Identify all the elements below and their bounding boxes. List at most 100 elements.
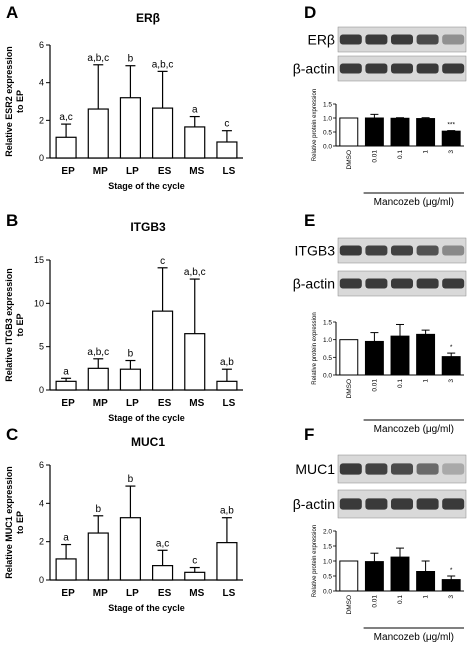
y-tick-label: 1.5 <box>323 102 332 109</box>
y-tick-label: 0 <box>39 575 44 585</box>
bar-MS <box>184 571 206 581</box>
y-tick-label: 1.0 <box>323 116 332 123</box>
x-tick-label-EP: EP <box>61 166 75 177</box>
y-tick-label: 15 <box>34 255 44 265</box>
x-tick-label-0.01: 0.01 <box>371 595 378 608</box>
bar-LP <box>119 97 141 159</box>
y-tick-label: 4 <box>39 78 44 88</box>
panel-title: ITGB3 <box>130 220 166 234</box>
y-axis-label: Relative protein expression <box>312 525 318 597</box>
y-tick-label: 4 <box>39 498 44 508</box>
x-tick-label-1: 1 <box>423 150 430 154</box>
bar-EP <box>55 380 77 391</box>
panel-label: A <box>6 3 18 22</box>
y-axis-label-line: to EP <box>15 511 25 534</box>
x-tick-label-LS: LS <box>223 588 236 599</box>
bar-1 <box>416 118 436 147</box>
western-blot-row-β-actin <box>337 270 467 297</box>
bar-EP <box>55 558 77 581</box>
bar-LP <box>119 368 141 391</box>
y-tick-label: 0.0 <box>323 373 332 380</box>
western-blot-row-ERβ <box>337 26 467 53</box>
bar-LS <box>216 542 238 581</box>
western-blot-row-β-actin <box>337 55 467 82</box>
x-tick-label-DMSO: DMSO <box>346 595 353 615</box>
bar-0.1 <box>390 556 410 592</box>
significance-label-MP: a,b,c <box>87 347 109 358</box>
significance-label-EP: a <box>63 533 69 544</box>
x-axis-label: Mancozeb (μg/ml) <box>374 197 454 208</box>
x-tick-label-0.1: 0.1 <box>397 150 404 159</box>
blot-band <box>416 63 439 74</box>
blot-band <box>442 245 465 256</box>
x-tick-label-3: 3 <box>448 150 455 154</box>
significance-label-MS: a <box>192 105 198 116</box>
y-tick-label: 1.5 <box>323 544 332 551</box>
blot-band <box>339 63 362 74</box>
x-tick-label-MP: MP <box>93 398 108 409</box>
x-tick-label-LS: LS <box>223 166 236 177</box>
x-axis-label: Stage of the cycle <box>108 413 185 423</box>
blot-band <box>442 34 465 45</box>
y-axis-label-line: to EP <box>15 90 25 113</box>
blot-band <box>390 63 414 74</box>
blot-label: β-actin <box>293 276 335 292</box>
x-tick-label-MS: MS <box>189 398 204 409</box>
y-tick-label: 0 <box>39 153 44 163</box>
bar-ES <box>152 310 174 391</box>
bar-LS <box>216 141 238 159</box>
blot-band <box>339 245 362 256</box>
x-tick-label-DMSO: DMSO <box>346 150 353 170</box>
y-tick-label: 1.0 <box>323 559 332 566</box>
x-tick-label-DMSO: DMSO <box>346 379 353 399</box>
left-panels: A ERβ 0 2 4 6 a,c EP a,b,c MP b LP a,b,c ES a MS c LS Stag… <box>4 3 243 613</box>
panel-B: B ITGB3 0 5 10 15 a EP a,b,c MP b LP c ES a,b,c MS a,b LS… <box>4 211 243 423</box>
x-tick-label-0.1: 0.1 <box>397 595 404 604</box>
panel-label: F <box>304 425 314 444</box>
y-axis-label-line: Relative ITGB3 expression <box>4 268 14 382</box>
significance-label-LP: b <box>128 474 134 485</box>
x-axis-label: Mancozeb (μg/ml) <box>374 632 454 643</box>
x-tick-label-1: 1 <box>423 595 430 599</box>
blot-band <box>442 63 465 74</box>
bar-MP <box>87 532 109 581</box>
panel-title: MUC1 <box>131 435 165 449</box>
x-tick-label-LS: LS <box>223 398 236 409</box>
x-axis-label: Stage of the cycle <box>108 603 185 613</box>
y-tick-label: 0.5 <box>323 355 332 362</box>
panel-label: E <box>304 211 315 230</box>
blot-band <box>339 278 362 289</box>
x-tick-label-ES: ES <box>158 398 172 409</box>
blot-band <box>339 34 362 45</box>
blot-band <box>390 278 414 289</box>
blot-band <box>416 498 439 510</box>
blot-band <box>365 245 388 256</box>
blot-band <box>365 463 388 475</box>
x-tick-label-MS: MS <box>189 166 204 177</box>
significance-label-MP: a,b,c <box>87 53 109 64</box>
bar-EP <box>55 136 77 159</box>
panel-A: A ERβ 0 2 4 6 a,c EP a,b,c MP b LP a,b,c ES a MS c LS Stag… <box>4 3 243 191</box>
significance-label-LP: b <box>128 54 134 65</box>
significance-label-MS: c <box>192 556 197 567</box>
significance-label-ES: a,c <box>156 538 169 549</box>
y-tick-label: 10 <box>34 298 44 308</box>
x-tick-label-EP: EP <box>61 588 75 599</box>
blot-band <box>442 498 465 510</box>
bar-DMSO <box>339 560 359 592</box>
blot-band <box>416 463 439 475</box>
y-tick-label: 2 <box>39 115 44 125</box>
panel-title: ERβ <box>136 11 160 25</box>
significance-label-LS: a,b <box>220 506 234 517</box>
bar-0.01 <box>364 561 384 592</box>
x-tick-label-3: 3 <box>448 379 455 383</box>
blot-band <box>416 34 439 45</box>
panel-C: C MUC1 0 2 4 6 a EP b MP b LP a,c ES c MS a,b LS Stage of … <box>4 425 243 613</box>
blot-label: ERβ <box>307 32 335 48</box>
y-axis-label: Relative protein expression <box>312 89 318 161</box>
y-tick-label: 5 <box>39 342 44 352</box>
x-tick-label-LP: LP <box>126 398 139 409</box>
y-tick-label: 0.0 <box>323 144 332 151</box>
significance-label-LS: a,b <box>220 357 234 368</box>
blot-band <box>442 463 465 475</box>
